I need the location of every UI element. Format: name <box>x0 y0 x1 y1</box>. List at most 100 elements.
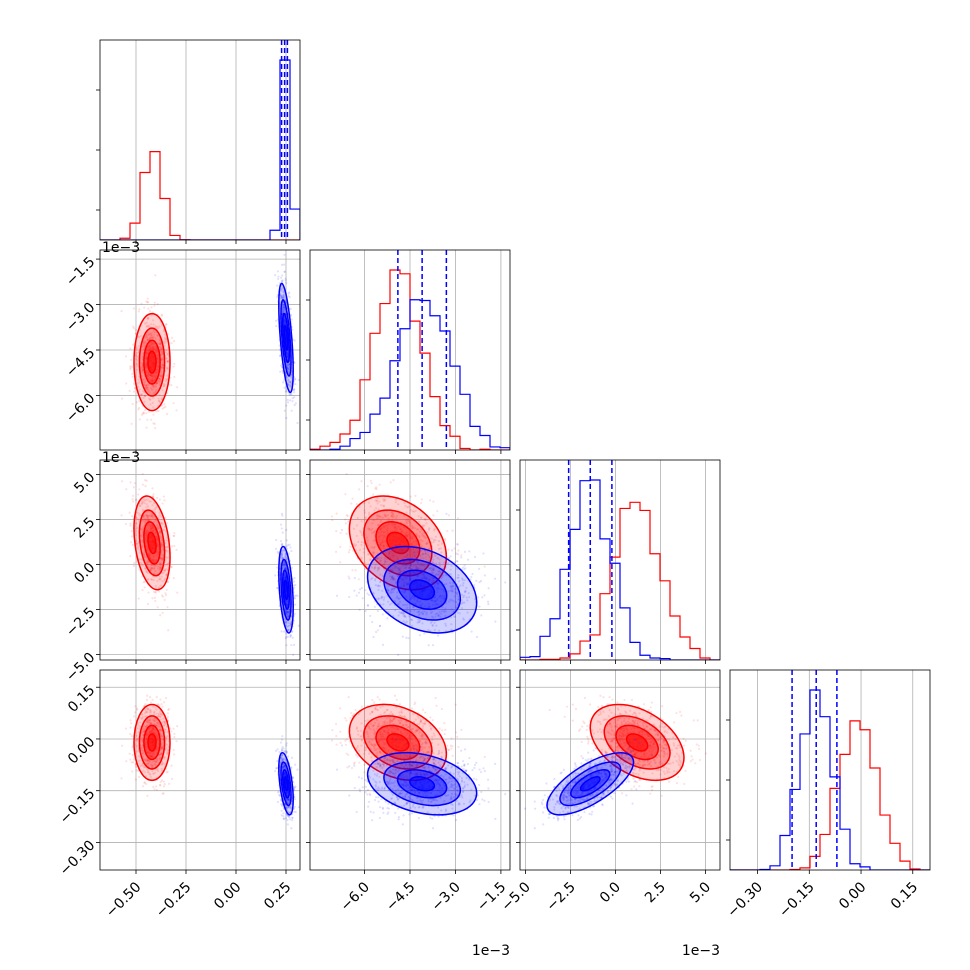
sample-point <box>166 361 169 364</box>
sample-point <box>285 351 288 354</box>
sample-point <box>289 383 293 386</box>
sample-point <box>382 598 385 602</box>
sample-point <box>290 549 293 553</box>
sample-point <box>155 371 159 374</box>
sample-point <box>145 737 148 741</box>
sample-point <box>147 372 150 375</box>
sample-point <box>164 564 167 567</box>
sample-point <box>361 597 364 600</box>
sample-point <box>344 493 347 496</box>
sample-point <box>139 533 142 537</box>
sample-point <box>147 377 150 381</box>
sample-point <box>158 381 161 385</box>
sample-point <box>160 521 163 524</box>
sample-point <box>141 519 144 522</box>
sample-point <box>405 534 408 537</box>
sample-point <box>335 529 338 533</box>
sample-point <box>360 556 363 560</box>
sample-point <box>288 291 291 294</box>
sample-point <box>403 590 407 593</box>
sample-point <box>354 569 357 572</box>
sample-point <box>146 751 149 754</box>
sample-point <box>435 579 438 583</box>
sample-point <box>456 543 459 546</box>
sample-point <box>134 332 137 335</box>
sample-point <box>435 573 438 576</box>
sample-point <box>274 319 278 322</box>
sample-point <box>142 412 145 415</box>
sample-point <box>152 760 155 763</box>
sample-point <box>286 613 289 616</box>
sample-point <box>376 585 380 588</box>
sample-point <box>149 755 152 758</box>
histogram-series-0 <box>310 269 510 450</box>
sample-point <box>164 735 167 738</box>
sample-point <box>393 564 396 567</box>
sample-point <box>366 539 369 542</box>
sample-point <box>164 696 168 700</box>
sample-point <box>138 399 141 402</box>
sample-point <box>151 375 154 378</box>
sample-point <box>157 397 160 400</box>
sample-point <box>419 516 422 519</box>
sample-point <box>286 363 289 367</box>
sample-point <box>143 727 146 731</box>
sample-point <box>286 602 289 605</box>
sample-point <box>159 374 162 378</box>
sample-point <box>418 619 422 622</box>
sample-point <box>284 576 287 579</box>
sample-point <box>147 346 150 349</box>
sample-point <box>408 566 411 570</box>
sample-point <box>140 748 144 752</box>
sample-point <box>356 557 359 560</box>
panel-2-0: −5.0−2.50.02.55.0 <box>63 459 301 685</box>
sample-point <box>380 595 384 598</box>
sample-point <box>293 388 296 391</box>
sample-point <box>364 609 367 613</box>
sample-point <box>145 514 148 517</box>
sample-point <box>408 548 412 551</box>
sample-point <box>478 605 481 608</box>
sample-point <box>284 576 287 580</box>
sample-point <box>149 398 152 402</box>
sample-point <box>144 322 147 325</box>
sample-point <box>141 752 144 755</box>
sample-point <box>151 728 154 731</box>
sample-point <box>146 317 150 320</box>
sample-point <box>141 361 144 365</box>
sample-point <box>152 347 155 350</box>
sample-point <box>156 350 159 353</box>
sample-point <box>297 378 300 382</box>
sample-point <box>335 512 338 515</box>
sample-point <box>148 336 151 339</box>
sample-point <box>152 529 155 532</box>
sample-point <box>421 573 424 576</box>
sample-point <box>430 598 433 601</box>
sample-point <box>150 333 153 337</box>
sample-point <box>353 589 356 592</box>
sample-point <box>142 515 145 518</box>
sample-point <box>146 383 149 386</box>
sample-point <box>369 558 372 561</box>
sample-point <box>155 520 158 523</box>
sample-point <box>283 306 286 309</box>
sample-point <box>390 588 393 591</box>
sample-point <box>289 624 292 627</box>
sample-point <box>397 525 400 529</box>
sample-point <box>379 558 382 562</box>
sample-point <box>151 526 155 529</box>
sample-point <box>407 582 410 585</box>
sample-point <box>373 546 376 549</box>
sample-point <box>386 600 390 603</box>
sample-point <box>376 514 379 518</box>
sample-point <box>164 541 167 545</box>
sample-point <box>420 611 423 614</box>
sample-point <box>135 362 138 365</box>
sample-point <box>456 611 459 614</box>
sample-point <box>145 334 148 337</box>
sample-point <box>370 566 374 569</box>
sample-point <box>141 530 144 533</box>
sample-point <box>140 366 143 370</box>
sample-point <box>152 558 155 561</box>
sample-point <box>148 755 151 758</box>
